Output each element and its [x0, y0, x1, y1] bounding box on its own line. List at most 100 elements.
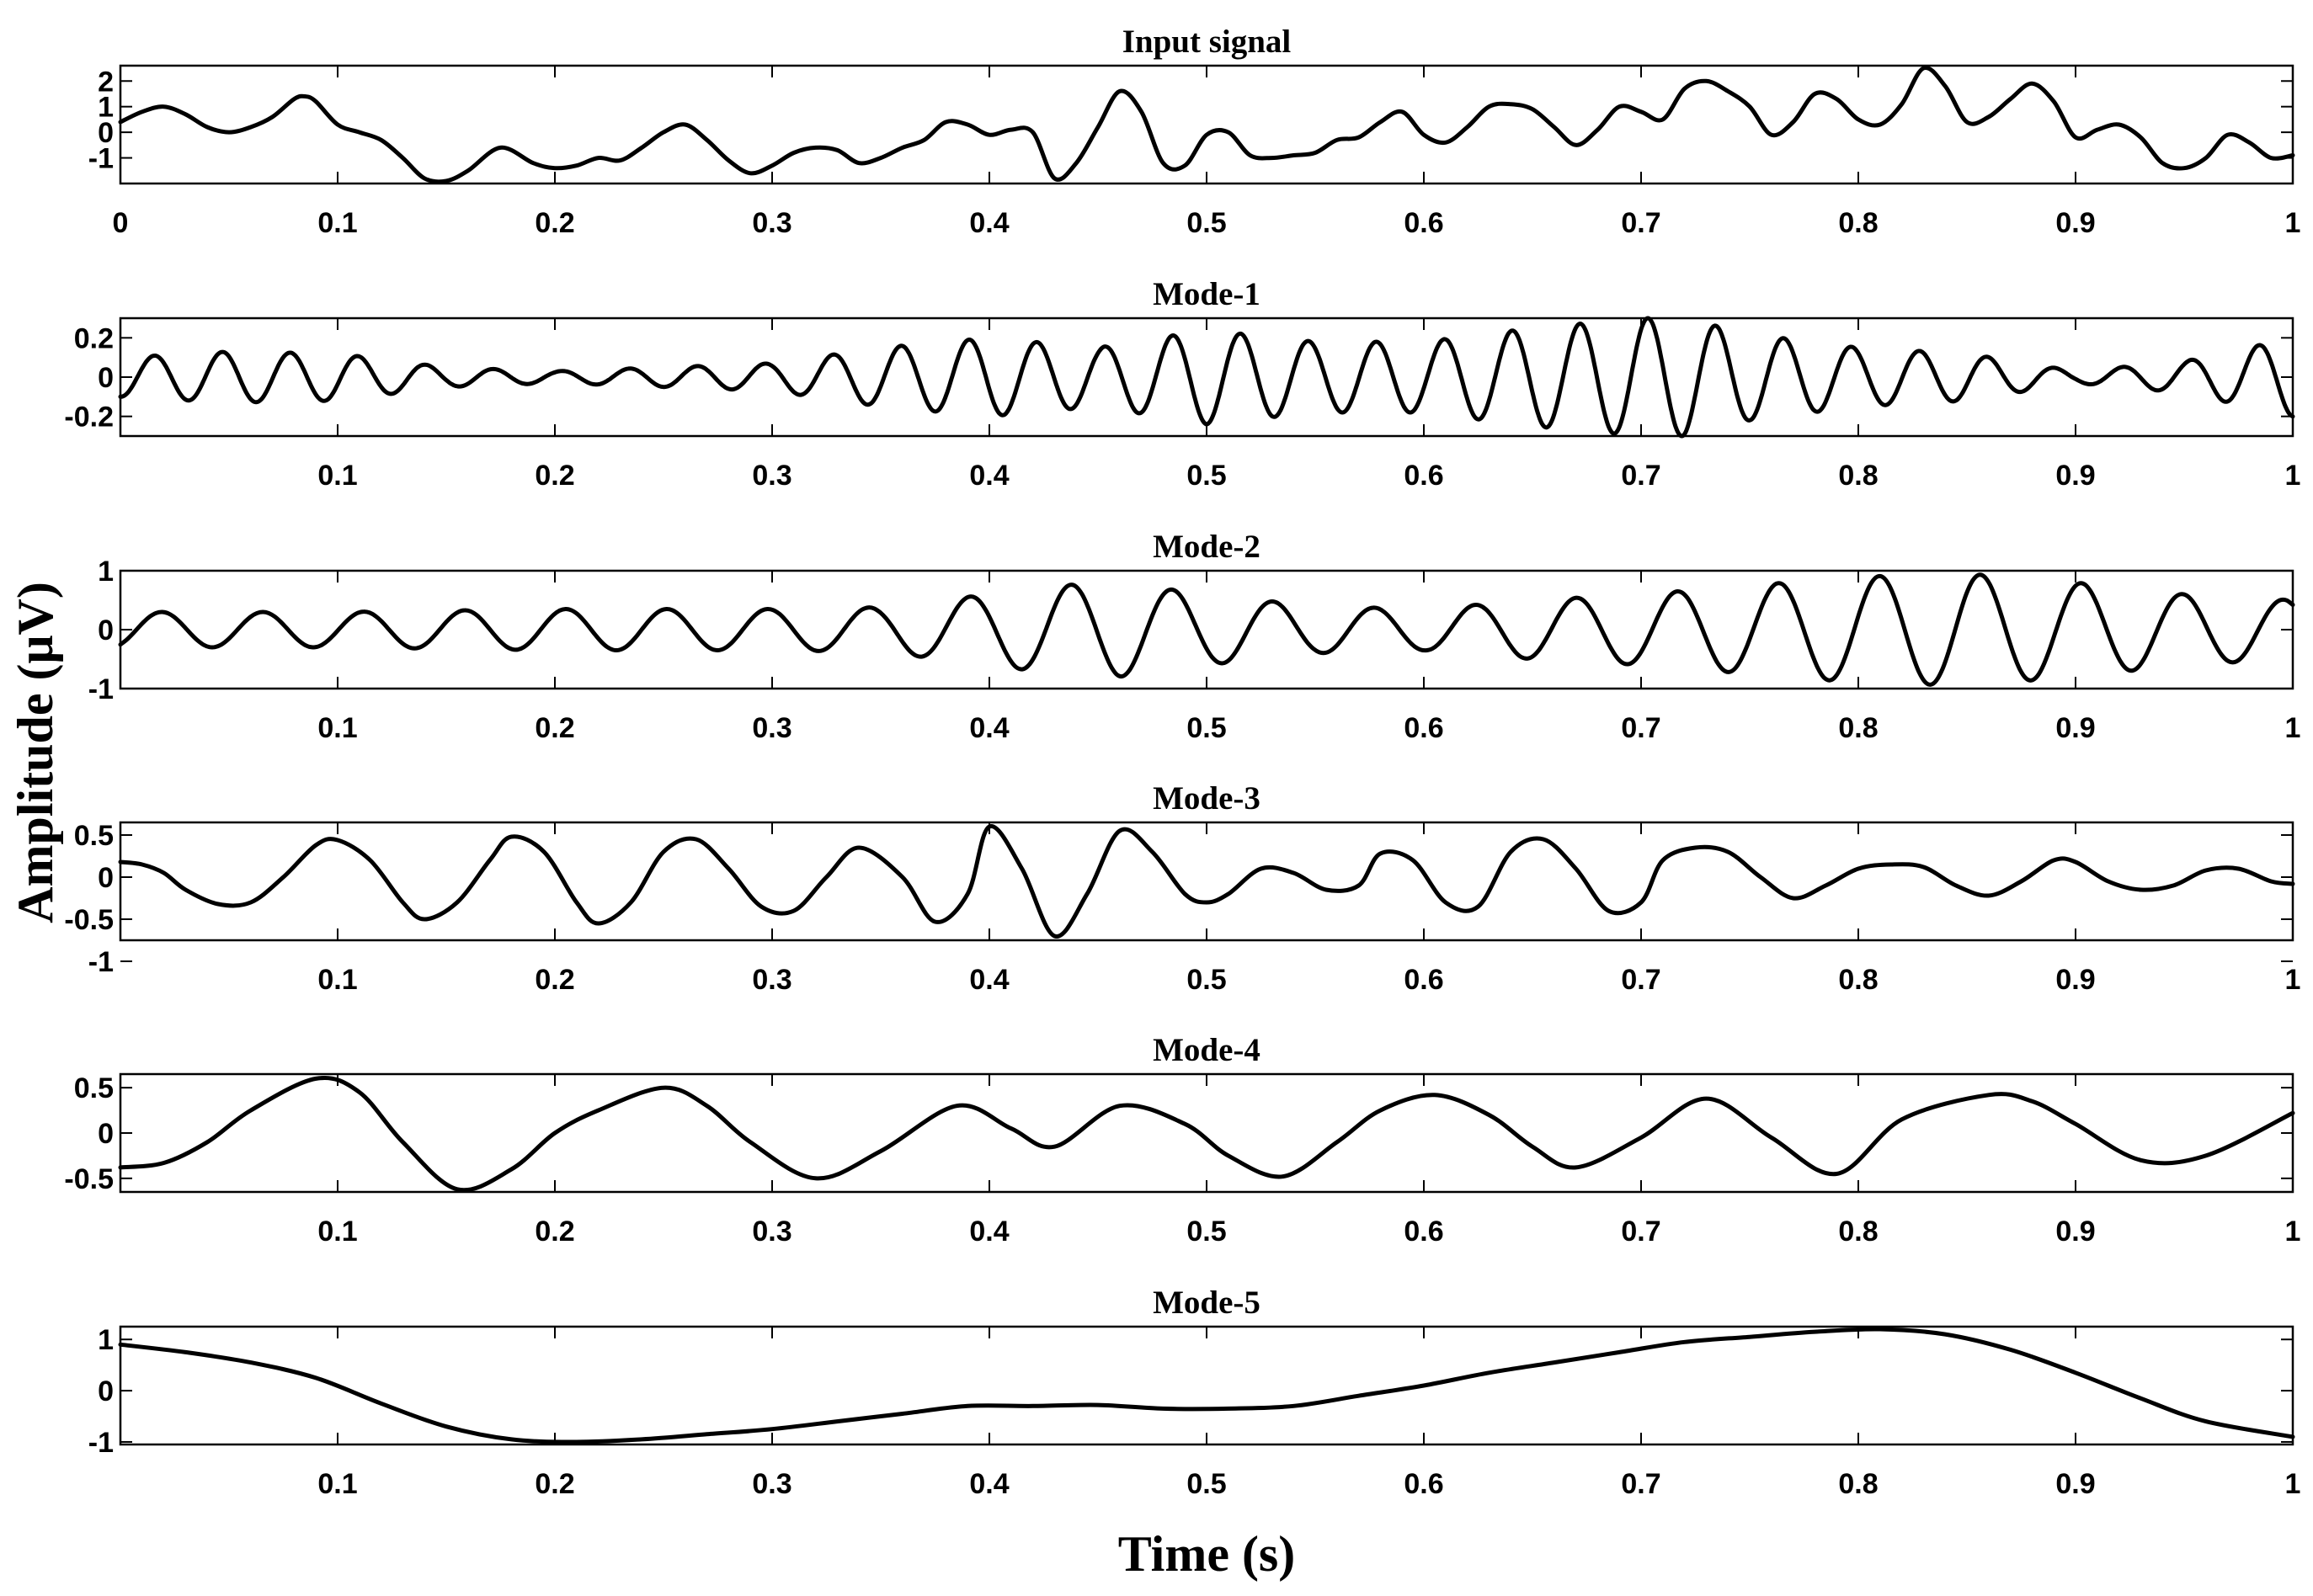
signal-trace	[118, 1076, 2295, 1193]
x-tick-label: 0.6	[1404, 207, 1443, 239]
x-tick-label: 0.4	[969, 460, 1009, 492]
x-tick-label: 0.1	[317, 1468, 357, 1500]
x-tick-label: 0.9	[2055, 460, 2095, 492]
x-tick-label: 1	[2285, 1216, 2301, 1248]
x-tick-label: 0.3	[752, 207, 791, 239]
x-tick-label: 0.2	[535, 460, 574, 492]
subplot-title: Mode-3	[1153, 780, 1260, 817]
subplot-title: Mode-5	[1153, 1285, 1260, 1321]
x-tick-label: 1	[2285, 964, 2301, 996]
subplot-title: Input signal	[1122, 24, 1292, 60]
x-tick-label: 0.7	[1621, 712, 1660, 744]
x-tick-label: 1	[2285, 207, 2301, 239]
subplot-title: Mode-2	[1153, 529, 1260, 565]
plot-frame	[119, 317, 2294, 438]
subplot-3: Mode-3 0.1 0.2 0.3 0.4 0.5 0.6 0.7 0.8 0.9 1 0.5 0 -0…	[64, 780, 2300, 996]
x-tick-label: 0.6	[1404, 460, 1443, 492]
x-tick-label: 0.3	[752, 1216, 791, 1248]
subplot-4: Mode-4 0.1 0.2 0.3 0.4 0.5 0.6 0.7 0.8 0.9 1 0.5 0 -0…	[64, 1032, 2300, 1248]
y-tick-label: -1	[88, 673, 114, 705]
y-axis-label: Amplitude (μV)	[8, 582, 63, 923]
x-tick-label: 0	[113, 207, 129, 239]
plot-frame	[119, 821, 2294, 942]
signal-trace	[118, 66, 2295, 184]
y-tick-label: -1	[88, 1427, 114, 1459]
x-tick-label: 0.3	[752, 460, 791, 492]
x-axis-label: Time (s)	[1118, 1526, 1296, 1582]
y-tick-label: 0.2	[74, 322, 114, 354]
x-tick-label: 0.4	[969, 1216, 1009, 1248]
x-tick-label: 0.7	[1621, 964, 1660, 996]
x-tick-label: 0.9	[2055, 964, 2095, 996]
x-tick-label: 0.2	[535, 712, 574, 744]
y-tick-label: -1	[88, 946, 114, 978]
y-tick-label: -0.5	[64, 1163, 114, 1195]
x-tick-label: 0.4	[969, 712, 1009, 744]
x-tick-label: 0.2	[535, 1216, 574, 1248]
y-tick-label: 0	[98, 1118, 114, 1150]
x-tick-label: 0.8	[1838, 460, 1878, 492]
x-tick-label: 0.2	[535, 964, 574, 996]
x-tick-label: 0.5	[1186, 1468, 1226, 1500]
x-tick-label: 0.5	[1186, 207, 1226, 239]
signal-trace	[118, 824, 2295, 939]
signal-trace	[118, 572, 2295, 687]
x-tick-label: 0.9	[2055, 1468, 2095, 1500]
x-tick-label: 0.1	[317, 460, 357, 492]
x-tick-label: 0.8	[1838, 964, 1878, 996]
x-tick-label: 0.3	[752, 712, 791, 744]
x-tick-label: 0.4	[969, 1468, 1009, 1500]
x-tick-label: 0.8	[1838, 712, 1878, 744]
x-tick-label: 0.5	[1186, 964, 1226, 996]
x-tick-label: 0.6	[1404, 964, 1443, 996]
plot-frame	[119, 64, 2294, 185]
x-tick-label: 0.1	[317, 1216, 357, 1248]
y-tick-label: -1	[88, 143, 114, 175]
x-tick-label: 0.5	[1186, 1216, 1226, 1248]
y-tick-label: 0	[98, 614, 114, 646]
x-tick-label: 0.9	[2055, 207, 2095, 239]
y-tick-label: 0.5	[74, 820, 114, 852]
x-tick-label: 0.4	[969, 964, 1009, 996]
x-tick-label: 0.6	[1404, 712, 1443, 744]
x-tick-label: 0.3	[752, 964, 791, 996]
x-tick-label: 0.3	[752, 1468, 791, 1500]
x-tick-label: 0.8	[1838, 207, 1878, 239]
y-tick-label: 1	[98, 92, 114, 124]
x-tick-label: 0.2	[535, 1468, 574, 1500]
x-tick-label: 0.8	[1838, 1468, 1878, 1500]
signal-trace	[118, 1327, 2295, 1444]
x-tick-label: 0.2	[535, 207, 574, 239]
subplot-title: Mode-1	[1153, 276, 1260, 312]
y-tick-label: 0.5	[74, 1072, 114, 1104]
x-tick-label: 0.7	[1621, 460, 1660, 492]
x-tick-label: 0.9	[2055, 712, 2095, 744]
y-tick-label: 0	[98, 362, 114, 394]
signal-trace	[118, 316, 2295, 439]
x-tick-label: 0.5	[1186, 712, 1226, 744]
x-tick-label: 1	[2285, 460, 2301, 492]
subplot-2: Mode-2 0.1 0.2 0.3 0.4 0.5 0.6 0.7 0.8 0.9 1 1 0 -1	[88, 529, 2301, 744]
x-tick-label: 0.6	[1404, 1216, 1443, 1248]
x-tick-label: 0.7	[1621, 1216, 1660, 1248]
x-tick-label: 0.1	[317, 712, 357, 744]
subplot-0: Input signal 0 0.1 0.2 0.3 0.4 0.5 0.6 0.7 0.8 0.9…	[88, 24, 2301, 239]
x-tick-label: 1	[2285, 1468, 2301, 1500]
plot-frame	[119, 1072, 2294, 1194]
x-tick-label: 0.7	[1621, 1468, 1660, 1500]
x-tick-label: 0.4	[969, 207, 1009, 239]
subplot-1: Mode-1 0.1 0.2 0.3 0.4 0.5 0.6 0.7 0.8 0.9 1 0.2 0 -0…	[64, 276, 2300, 492]
y-tick-label: 1	[98, 1324, 114, 1356]
y-tick-label: 1	[98, 556, 114, 588]
x-tick-label: 0.8	[1838, 1216, 1878, 1248]
y-tick-label: 2	[98, 66, 114, 98]
subplot-stack: Input signal 0 0.1 0.2 0.3 0.4 0.5 0.6 0.7 0.8 0.9…	[64, 24, 2300, 1500]
y-tick-label: 0	[98, 1375, 114, 1407]
subplot-5: Mode-5 0.1 0.2 0.3 0.4 0.5 0.6 0.7 0.8 0.9 1 1 0 -1	[88, 1285, 2301, 1500]
y-tick-label: -0.5	[64, 904, 114, 936]
x-tick-label: 0.6	[1404, 1468, 1443, 1500]
x-tick-label: 1	[2285, 712, 2301, 744]
x-tick-label: 0.1	[317, 964, 357, 996]
x-tick-label: 0.7	[1621, 207, 1660, 239]
